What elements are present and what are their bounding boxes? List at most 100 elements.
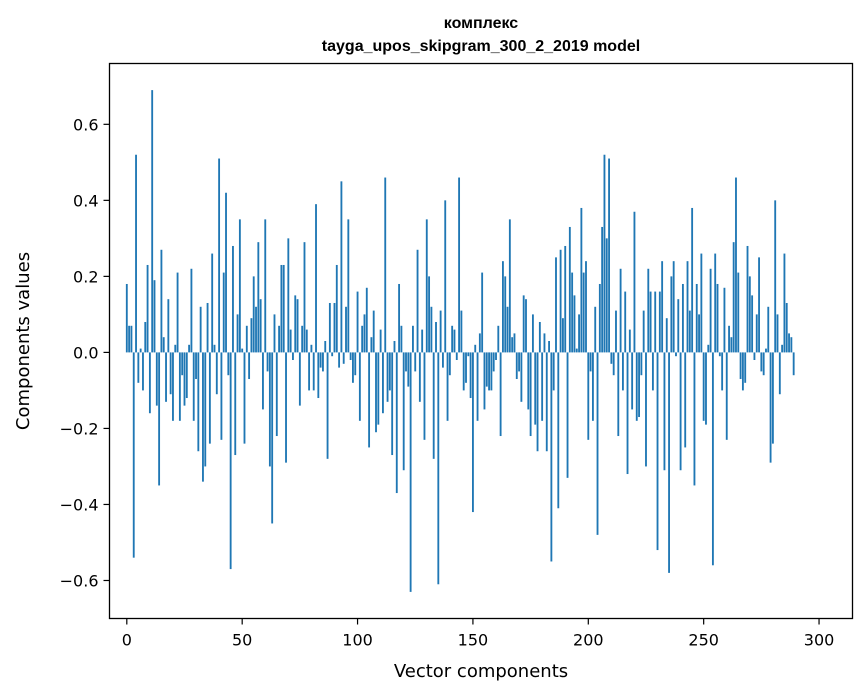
ticks-group: 0 50 100 150 200 250 300 −0.6 −0.4 −0.2 0.0 0.2 0.4 0… — [60, 115, 835, 649]
bar-121 — [405, 352, 407, 372]
bar-190 — [564, 245, 567, 353]
bar-149 — [469, 352, 472, 399]
bar-172 — [522, 295, 525, 353]
x-tick-label-100: 100 — [342, 631, 373, 650]
bar-30 — [195, 352, 197, 380]
bar-264 — [735, 177, 737, 353]
bar-120 — [402, 352, 405, 471]
bar-111 — [382, 352, 384, 414]
bar-156 — [485, 352, 488, 387]
bar-113 — [386, 352, 389, 402]
bar-267 — [741, 352, 744, 391]
bar-212 — [615, 310, 617, 353]
bar-68 — [282, 264, 285, 353]
bar-197 — [580, 207, 583, 353]
bar-229 — [654, 291, 657, 353]
bar-251 — [705, 352, 707, 425]
bar-147 — [465, 352, 467, 383]
bar-10 — [148, 352, 151, 414]
bar-87 — [326, 352, 329, 459]
bar-259 — [723, 287, 726, 353]
bar-43 — [225, 192, 227, 353]
bar-24 — [181, 352, 184, 376]
y-tick-label-0: 0.0 — [73, 343, 98, 362]
bar-194 — [573, 295, 576, 353]
bar-237 — [672, 261, 675, 353]
bar-187 — [557, 352, 560, 509]
bar-175 — [529, 352, 532, 437]
bar-123 — [409, 352, 412, 592]
bar-265 — [737, 272, 740, 353]
bar-67 — [280, 264, 283, 353]
bar-171 — [520, 352, 523, 402]
bar-112 — [384, 177, 387, 353]
bar-95 — [345, 306, 347, 353]
bar-246 — [693, 352, 696, 486]
bar-23 — [178, 352, 181, 421]
bar-45 — [229, 352, 232, 570]
bar-134 — [435, 321, 437, 353]
bar-8 — [144, 321, 147, 353]
bar-102 — [361, 325, 364, 353]
bar-202 — [591, 352, 594, 421]
y-tick-label-0.4: 0.4 — [73, 191, 98, 210]
bar-126 — [416, 249, 419, 353]
bar-118 — [398, 283, 401, 353]
bar-26 — [185, 352, 188, 399]
bar-233 — [663, 352, 666, 471]
bar-125 — [414, 352, 417, 372]
bar-163 — [502, 261, 504, 353]
bar-170 — [518, 352, 520, 372]
bar-76 — [301, 325, 304, 353]
y-tick-label--0.4: −0.4 — [60, 495, 99, 514]
y-tick-label--0.2: −0.2 — [60, 419, 99, 438]
bar-88 — [328, 302, 331, 353]
bar-47 — [234, 352, 237, 456]
y-axis-label: Components values — [13, 252, 34, 430]
bar-119 — [400, 325, 403, 353]
bar-189 — [561, 318, 564, 353]
bar-0 — [125, 283, 128, 353]
y-tick-label--0.6: −0.6 — [60, 571, 99, 590]
bar-240 — [679, 352, 682, 471]
bar-256 — [716, 283, 719, 353]
bar-182 — [545, 352, 548, 452]
bar-96 — [347, 219, 350, 353]
x-tick-label-0: 0 — [122, 631, 132, 650]
bar-80 — [310, 344, 313, 353]
bar-137 — [442, 352, 444, 368]
bar-216 — [624, 291, 627, 353]
bar-85 — [322, 352, 324, 372]
bar-27 — [188, 344, 191, 353]
bar-32 — [199, 306, 202, 353]
bar-21 — [174, 344, 177, 353]
bar-3 — [132, 352, 135, 558]
bar-285 — [783, 253, 786, 353]
bar-109 — [377, 352, 380, 425]
bar-12 — [153, 280, 156, 353]
bar-255 — [714, 253, 717, 353]
bar-91 — [335, 264, 338, 353]
bar-143 — [455, 352, 458, 360]
bar-174 — [527, 352, 530, 410]
bar-86 — [324, 341, 327, 353]
bar-41 — [220, 352, 223, 440]
bar-268 — [744, 352, 747, 383]
bar-186 — [555, 257, 557, 353]
bar-262 — [730, 337, 733, 353]
bar-158 — [490, 352, 493, 391]
bar-13 — [155, 352, 158, 406]
bar-167 — [511, 337, 514, 353]
bar-244 — [688, 310, 691, 353]
bar-271 — [751, 295, 754, 353]
bar-153 — [478, 333, 481, 353]
bar-192 — [568, 226, 571, 353]
bar-72 — [292, 352, 294, 360]
bar-108 — [375, 352, 377, 433]
bar-280 — [771, 352, 774, 444]
bar-204 — [596, 352, 599, 535]
bar-287 — [788, 333, 790, 353]
bar-249 — [700, 253, 703, 353]
bar-107 — [372, 310, 375, 353]
bar-7 — [142, 352, 144, 391]
